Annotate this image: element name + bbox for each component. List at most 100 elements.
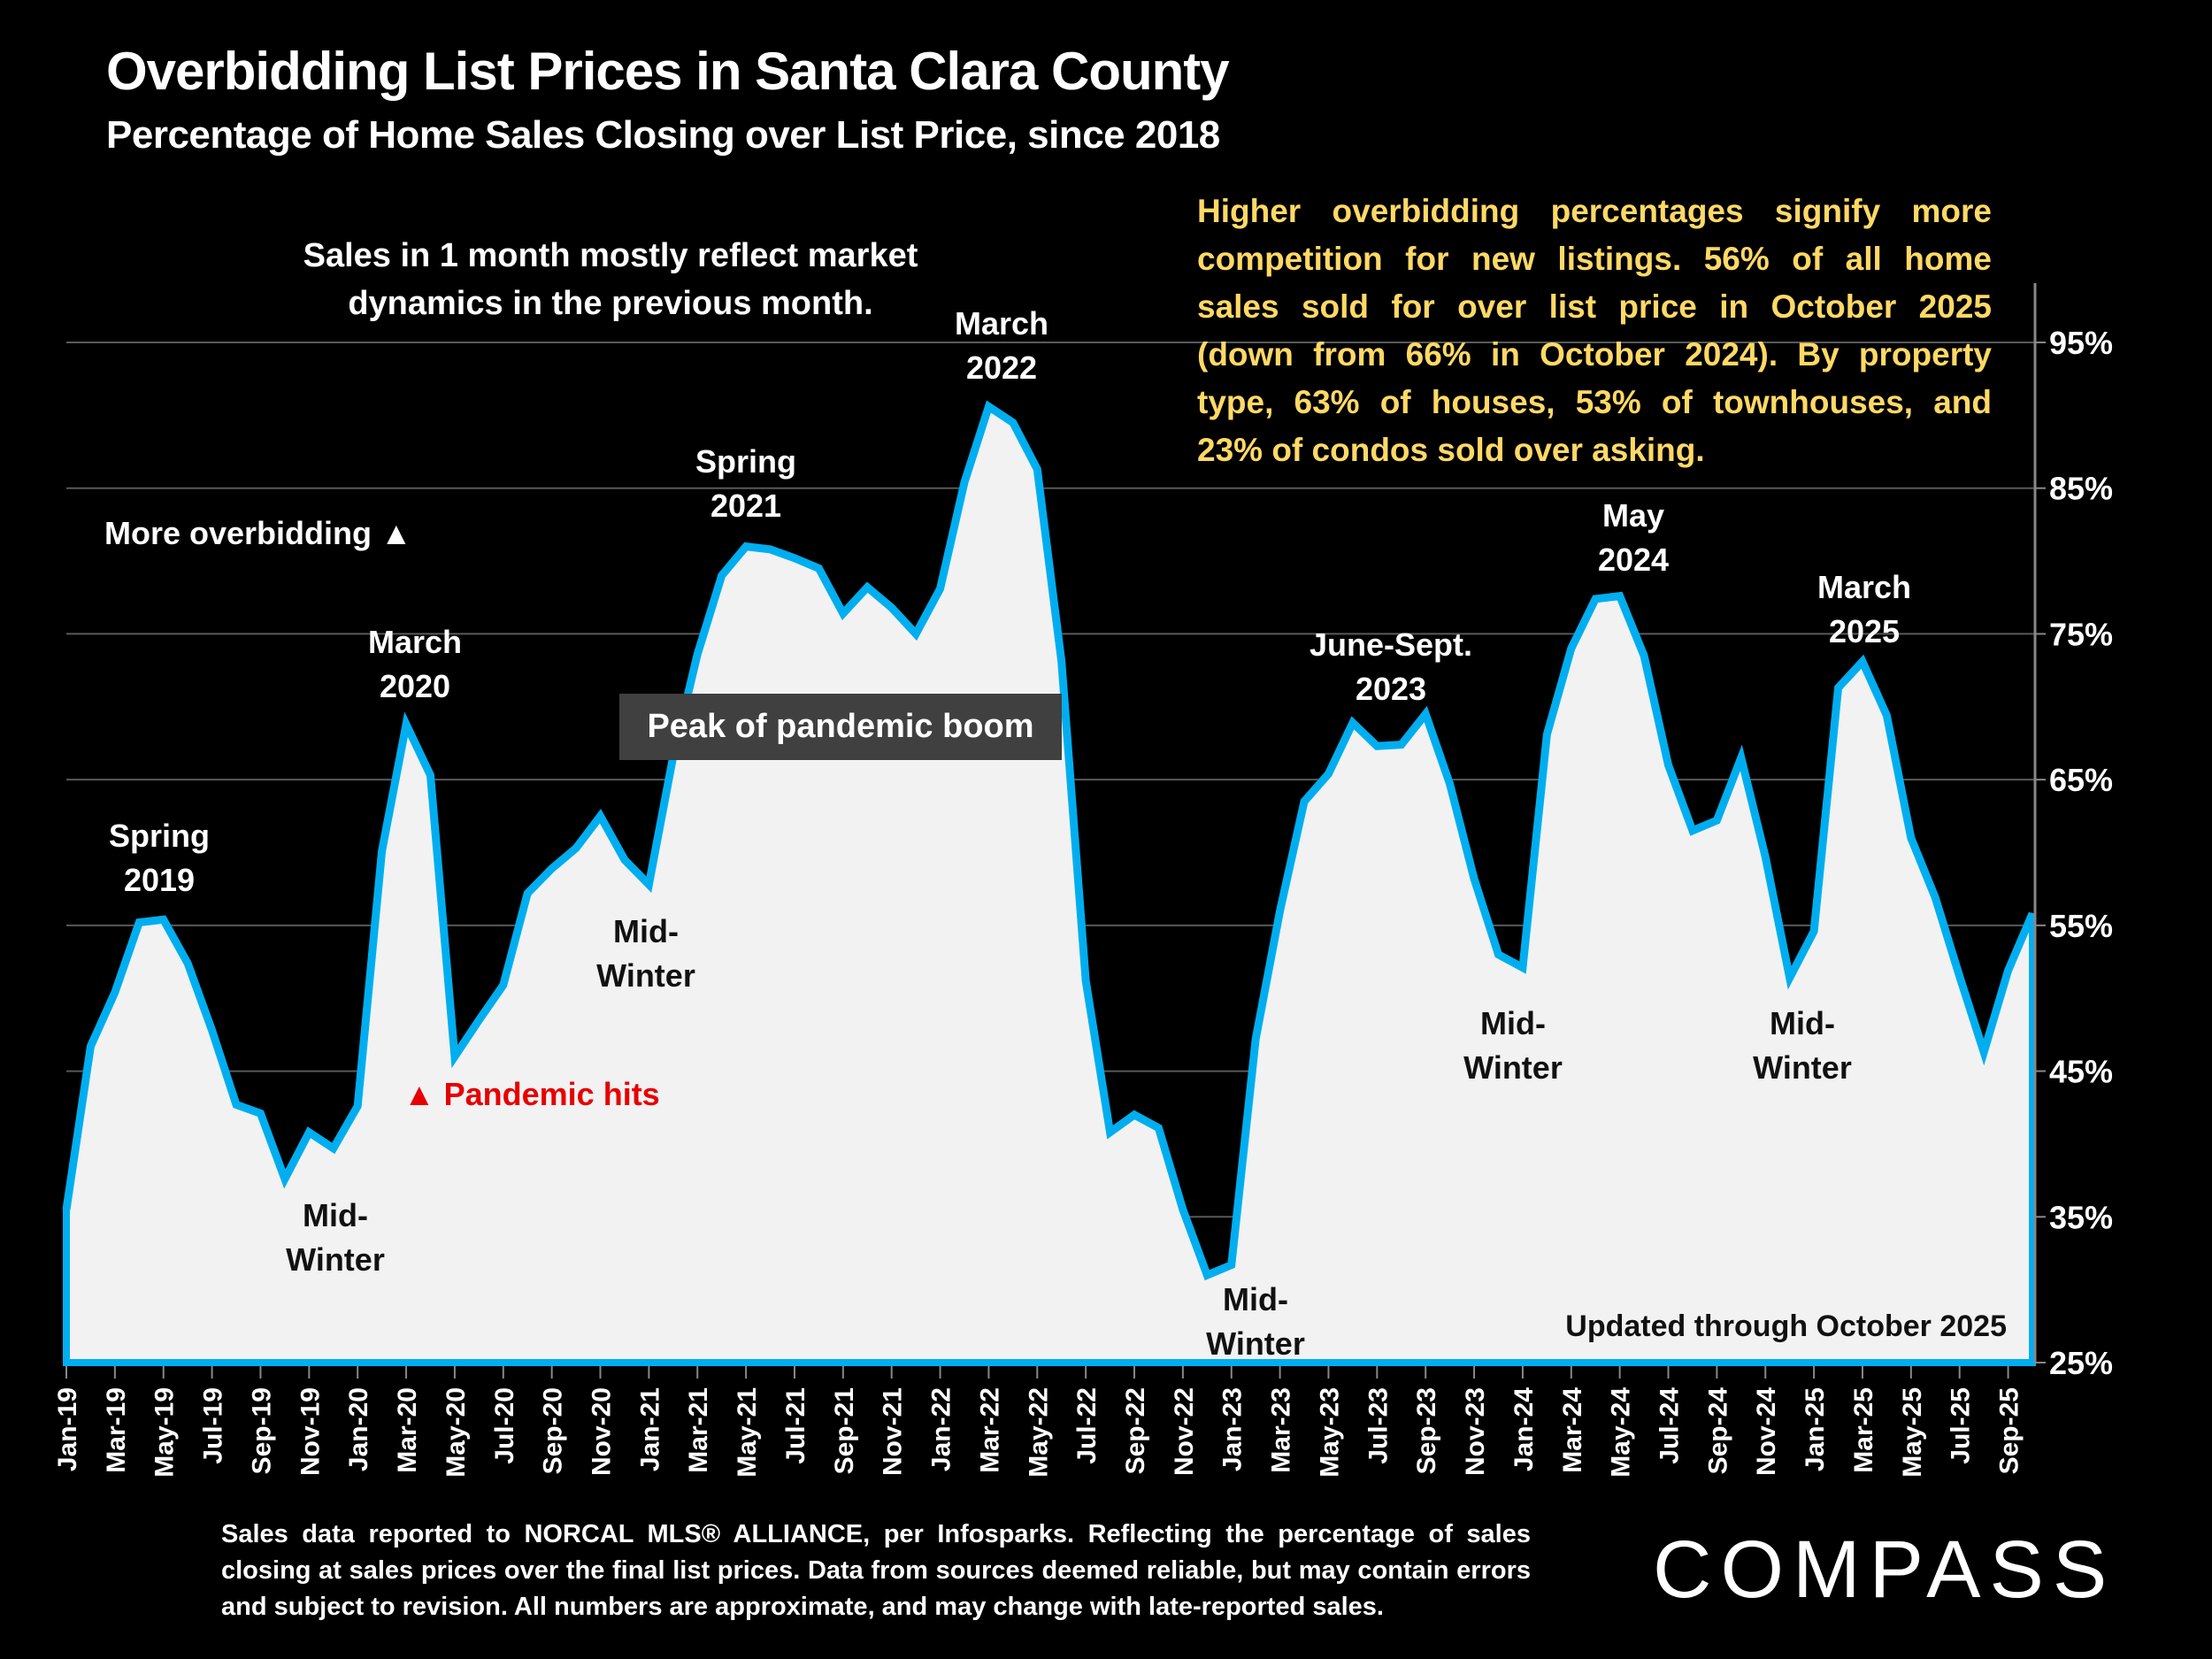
annotation-line: March — [1816, 569, 1912, 605]
x-tick-label: Sep-23 — [1412, 1387, 1441, 1474]
callout-line: Higher overbidding percentages signify m… — [1197, 193, 1992, 229]
annotation-line: 2021 — [710, 488, 782, 524]
callout-line: sales sold for over list price in Octobe… — [1197, 288, 1992, 325]
updated-through-label: Updated through October 2025 — [1565, 1310, 2007, 1343]
x-tick-label: Sep-24 — [1703, 1387, 1732, 1475]
x-tick-label: Sep-25 — [1995, 1387, 2024, 1474]
x-tick-label: May-22 — [1024, 1387, 1053, 1478]
annotation-mid-winter-2019: Mid- Winter — [286, 1194, 385, 1282]
x-tick-label: Mar-19 — [102, 1387, 131, 1473]
x-tick-label: Jan-25 — [1801, 1387, 1830, 1471]
pandemic-hits-label: ▲ Pandemic hits — [403, 1076, 660, 1112]
annotation-line: Mid- — [303, 1197, 368, 1233]
x-tick-label: Mar-25 — [1849, 1387, 1878, 1473]
lag-note-line2: dynamics in the previous month. — [348, 285, 873, 322]
annotation-march-2022: March 2022 — [955, 302, 1048, 390]
compass-logo: COMPASS — [1653, 1525, 2116, 1615]
annotation-june-sept-2023: June-Sept. 2023 — [1310, 623, 1472, 711]
annotation-mid-winter-2023: Mid- Winter — [1463, 1002, 1563, 1090]
x-tick-label: Sep-22 — [1121, 1387, 1150, 1474]
annotation-line: Winter — [286, 1241, 385, 1278]
x-tick-label: Jan-24 — [1509, 1387, 1539, 1471]
y-tick-label: 95% — [2049, 325, 2113, 361]
x-tick-label: Nov-22 — [1170, 1387, 1199, 1476]
annotation-line: Winter — [1463, 1049, 1563, 1086]
x-tick-label: Nov-19 — [296, 1387, 325, 1476]
annotation-line: May — [1601, 497, 1665, 534]
x-tick-label: May-23 — [1315, 1387, 1344, 1478]
x-tick-label: Jul-24 — [1655, 1387, 1685, 1464]
annotation-spring-2019: Spring 2019 — [109, 814, 210, 902]
x-tick-label: Nov-21 — [879, 1387, 908, 1476]
annotation-line: 2020 — [379, 668, 451, 704]
x-tick-label: Mar-23 — [1267, 1387, 1296, 1473]
annotation-spring-2021: Spring 2021 — [695, 440, 796, 528]
y-tick-label: 85% — [2049, 471, 2113, 507]
x-tick-label: May-24 — [1607, 1387, 1636, 1478]
annotation-mid-winter-2020: Mid- Winter — [596, 910, 695, 998]
x-tick-label: Jul-21 — [781, 1387, 810, 1464]
x-tick-label: Jan-21 — [635, 1387, 664, 1471]
callout-text: Higher overbidding percentages signify m… — [1197, 188, 1992, 474]
annotation-line: March — [954, 305, 1049, 342]
x-tick-label: Jul-23 — [1363, 1387, 1393, 1464]
x-tick-label: Mar-22 — [975, 1387, 1004, 1473]
x-tick-label: Mar-20 — [393, 1387, 422, 1473]
y-tick-label: 35% — [2049, 1199, 2113, 1235]
data-points — [65, 406, 2033, 1276]
peak-of-pandemic-boom-box: Peak of pandemic boom — [619, 694, 1062, 760]
x-tick-label: Jan-22 — [927, 1387, 956, 1471]
chart-subtitle: Percentage of Home Sales Closing over Li… — [106, 113, 1220, 157]
y-tick-labels: 25% 35% 45% 55% 65% 75% 85% 95% — [2049, 325, 2113, 1381]
lag-note: Sales in 1 month mostly reflect market d… — [303, 232, 918, 327]
y-tick-label: 75% — [2049, 616, 2113, 652]
lag-note-line1: Sales in 1 month mostly reflect market — [303, 237, 918, 274]
x-tick-label: Sep-21 — [830, 1387, 859, 1474]
annotation-mid-winter-2024: Mid- Winter — [1753, 1002, 1852, 1090]
x-tick-label: Jul-22 — [1072, 1387, 1102, 1464]
chart-title: Overbidding List Prices in Santa Clara C… — [106, 42, 1230, 101]
x-tick-label: Nov-20 — [588, 1387, 617, 1476]
x-tick-label: May-25 — [1898, 1387, 1927, 1478]
x-tick-label: Jul-19 — [199, 1387, 228, 1464]
y-tick-label: 55% — [2049, 908, 2113, 944]
annotation-line: Winter — [1753, 1049, 1852, 1086]
x-tick-label: Jan-20 — [344, 1387, 373, 1471]
x-tick-labels: Jan-19 Mar-19 May-19 Jul-19 Sep-19 Nov-19 Jan-… — [53, 1387, 2024, 1478]
x-tick-label: Jul-20 — [490, 1387, 519, 1464]
footnote: Sales data reported to NORCAL MLS® ALLIA… — [221, 1520, 1531, 1621]
callout-line: 23% of condos sold over asking. — [1197, 432, 1705, 468]
annotation-line: March — [367, 624, 463, 660]
annotation-line: Mid- — [1770, 1005, 1835, 1041]
x-tick-label: Jul-25 — [1947, 1387, 1976, 1464]
y-tick-label: 25% — [2049, 1345, 2113, 1381]
annotation-line: 2022 — [965, 349, 1038, 386]
annotation-line: 2023 — [1355, 671, 1427, 707]
series-line — [62, 400, 2037, 1281]
annotation-line: Spring — [695, 443, 796, 480]
y-tick-label: 45% — [2049, 1054, 2113, 1090]
annotation-line: Mid- — [613, 913, 679, 949]
callout-line: type, 63% of houses, 53% of townhouses, … — [1197, 384, 1992, 420]
x-tick-label: Jan-19 — [53, 1387, 82, 1471]
annotation-line: Winter — [1206, 1325, 1305, 1362]
annotation-line: Winter — [596, 957, 695, 994]
annotation-line: 2024 — [1597, 541, 1670, 578]
x-tick-label: Mar-21 — [684, 1387, 713, 1473]
callout-line: (down from 66% in October 2024). By prop… — [1197, 336, 1992, 373]
annotation-may-2024: May 2024 — [1598, 494, 1669, 582]
annotation-line: Spring — [109, 818, 210, 854]
annotation-line: 2019 — [123, 862, 196, 898]
x-tick-label: Jan-23 — [1218, 1387, 1248, 1471]
annotation-line: Mid- — [1480, 1005, 1546, 1041]
x-tick-label: May-19 — [150, 1387, 180, 1478]
annotation-march-2025: March 2025 — [1817, 565, 1911, 654]
x-tick-label: Sep-19 — [247, 1387, 276, 1474]
x-tick-label: Nov-23 — [1461, 1387, 1490, 1476]
x-tick-label: Nov-24 — [1752, 1387, 1781, 1476]
annotation-line: June-Sept. — [1309, 626, 1473, 663]
x-tick-label: Sep-20 — [539, 1387, 568, 1474]
x-tick-label: May-20 — [442, 1387, 471, 1478]
annotation-mid-winter-2022: Mid- Winter — [1206, 1278, 1305, 1366]
